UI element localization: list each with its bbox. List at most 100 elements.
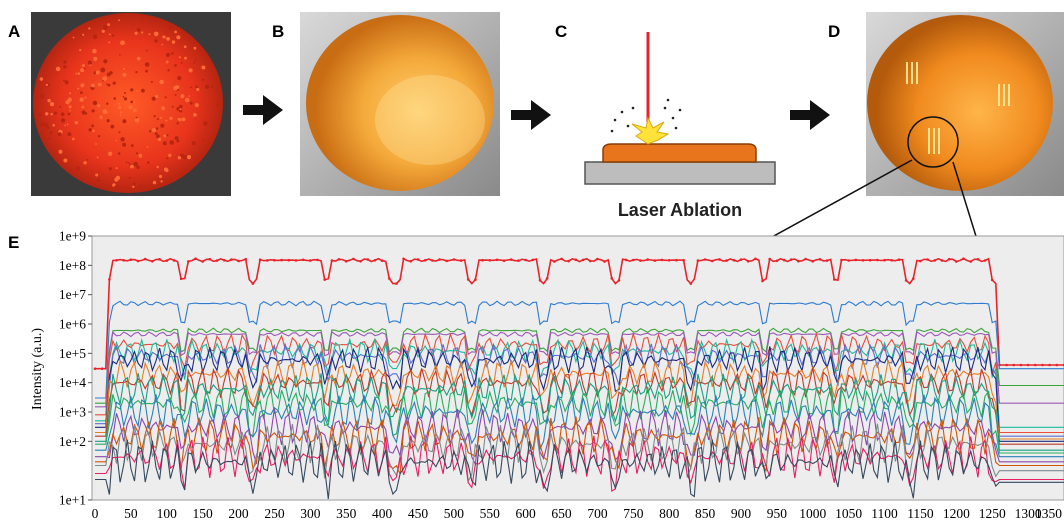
powder-speck bbox=[92, 100, 98, 106]
powder-speck bbox=[120, 40, 125, 45]
series-marker bbox=[143, 257, 147, 261]
powder-speck bbox=[69, 109, 71, 112]
series-marker bbox=[129, 258, 133, 262]
powder-speck bbox=[193, 46, 197, 50]
series-marker bbox=[280, 258, 283, 262]
powder-speck bbox=[118, 131, 121, 134]
series-marker bbox=[531, 258, 535, 262]
laser-ablation-schematic: Laser Ablation bbox=[584, 32, 776, 220]
powder-speck bbox=[136, 27, 141, 32]
series-marker bbox=[251, 282, 255, 285]
series-marker bbox=[215, 259, 219, 262]
powder-speck bbox=[188, 95, 190, 97]
series-marker bbox=[344, 260, 348, 263]
series-marker bbox=[703, 258, 707, 261]
ablation-tracks bbox=[906, 62, 1010, 154]
series-marker bbox=[754, 257, 757, 261]
powder-speck bbox=[106, 72, 111, 77]
series-marker bbox=[639, 259, 642, 262]
arrow-icon bbox=[243, 95, 283, 125]
series-marker bbox=[789, 258, 793, 261]
powder-speck bbox=[58, 149, 63, 154]
series-marker bbox=[438, 258, 441, 261]
powder-speck bbox=[165, 52, 171, 58]
powder-speck bbox=[92, 48, 97, 54]
powder-speck bbox=[215, 89, 219, 92]
powder-speck bbox=[86, 158, 89, 161]
powder-speck bbox=[125, 161, 128, 164]
powder-speck bbox=[50, 113, 53, 116]
powder-speck bbox=[81, 105, 85, 109]
powder-speck bbox=[95, 143, 97, 145]
powder-speck bbox=[114, 177, 119, 182]
series-marker bbox=[172, 259, 176, 262]
powder-speck bbox=[87, 60, 92, 65]
series-marker bbox=[423, 259, 427, 262]
series-marker bbox=[589, 259, 592, 263]
series-line bbox=[95, 359, 1064, 440]
powder-speck bbox=[162, 141, 167, 146]
powder-speck bbox=[83, 68, 86, 70]
series-marker bbox=[309, 259, 312, 262]
x-tick-label: 400 bbox=[372, 506, 393, 521]
series-marker bbox=[1048, 363, 1051, 367]
powder-speck bbox=[138, 153, 143, 158]
series-marker bbox=[359, 260, 362, 263]
powder-speck bbox=[114, 185, 118, 189]
powder-speck bbox=[174, 94, 177, 96]
series-line bbox=[95, 331, 1064, 434]
powder-speck bbox=[167, 69, 170, 72]
series-marker bbox=[545, 277, 549, 280]
powder-speck bbox=[81, 110, 86, 115]
powder-speck bbox=[91, 124, 94, 128]
series-marker bbox=[955, 260, 958, 263]
series-marker bbox=[940, 259, 944, 262]
x-tick-label: 1300 bbox=[1015, 506, 1042, 521]
powder-speck bbox=[80, 91, 83, 94]
powder-speck bbox=[130, 164, 134, 169]
x-tick-label: 1150 bbox=[907, 506, 934, 521]
series-marker bbox=[646, 258, 649, 261]
series-marker bbox=[574, 258, 578, 262]
powder-speck bbox=[36, 112, 42, 118]
powder-speck bbox=[102, 25, 108, 30]
series-marker bbox=[768, 257, 771, 261]
powder-speck bbox=[123, 97, 128, 101]
series-marker bbox=[883, 258, 886, 262]
powder-speck bbox=[77, 72, 81, 75]
series-marker bbox=[904, 279, 908, 282]
series-marker bbox=[833, 278, 836, 281]
powder-speck bbox=[156, 165, 159, 169]
powder-speck bbox=[46, 126, 50, 130]
powder-speck bbox=[106, 119, 110, 123]
powder-speck bbox=[123, 67, 126, 70]
series-marker bbox=[990, 278, 994, 282]
powder-speck bbox=[156, 134, 160, 139]
series-marker bbox=[237, 259, 240, 263]
series-layer bbox=[93, 257, 1064, 500]
y-axis: 1e+1 1e+2 1e+3 1e+4 1e+5 1e+6 1e+7 1e+8 1e+9 bbox=[59, 229, 92, 508]
powder-speck bbox=[64, 124, 66, 127]
series-marker bbox=[1041, 363, 1044, 367]
powder-speck bbox=[63, 60, 67, 64]
powder-speck bbox=[63, 65, 67, 69]
powder-speck bbox=[112, 81, 116, 85]
series-line bbox=[95, 408, 1064, 467]
series-marker bbox=[947, 257, 951, 261]
powder-speck bbox=[181, 117, 186, 122]
powder-speck bbox=[202, 78, 204, 81]
powder-speck bbox=[60, 112, 65, 117]
series-marker bbox=[337, 258, 341, 261]
series-marker bbox=[136, 259, 140, 263]
powder-speck bbox=[134, 118, 140, 123]
powder-speck bbox=[166, 157, 169, 160]
series-marker bbox=[868, 258, 872, 262]
y-tick-label: 1e+1 bbox=[59, 493, 86, 508]
powder-speck bbox=[45, 112, 49, 116]
series-marker bbox=[258, 258, 262, 262]
powder-speck bbox=[122, 72, 127, 77]
powder-speck bbox=[63, 79, 65, 82]
powder-speck bbox=[215, 103, 220, 107]
powder-speck bbox=[146, 49, 148, 52]
powder-speck bbox=[169, 140, 175, 145]
